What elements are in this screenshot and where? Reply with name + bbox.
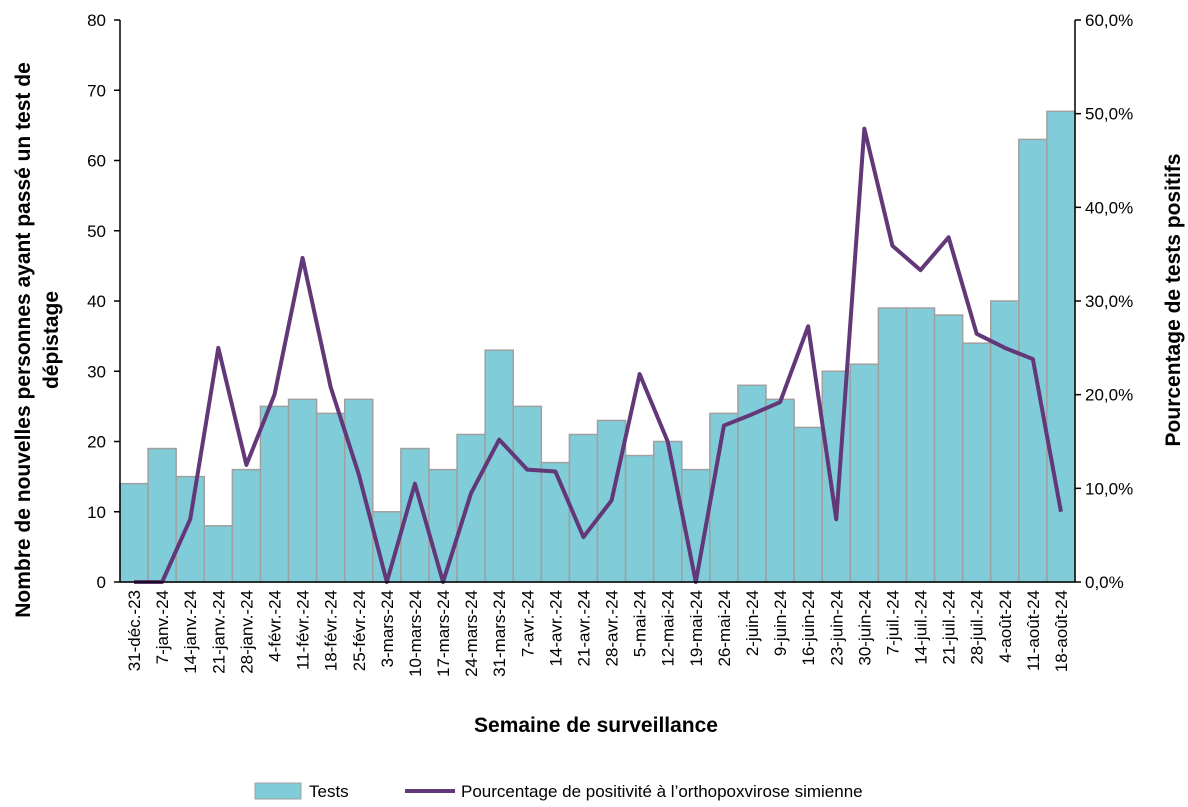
y2-tick-label: 20,0%	[1085, 386, 1133, 405]
x-tick-label: 2-juin-24	[743, 590, 762, 656]
x-tick-label: 25-févr.-24	[350, 590, 369, 671]
y2-tick-label: 0,0%	[1085, 573, 1124, 592]
x-tick-label: 17-mars-24	[434, 590, 453, 677]
y-axis-title: Nombre de nouvelles personnes ayant pass…	[12, 62, 35, 618]
x-tick-label: 23-juin-24	[827, 590, 846, 666]
x-tick-label: 11-févr.-24	[294, 590, 313, 670]
x-tick-label: 28-janv.-24	[237, 590, 256, 674]
y2-tick-label: 10,0%	[1085, 479, 1133, 498]
y2-tick-label: 60,0%	[1085, 11, 1133, 30]
bar	[287, 398, 318, 583]
x-tick-label: 4-août-24	[996, 590, 1015, 663]
bar	[343, 398, 374, 583]
bar	[849, 363, 880, 583]
bar	[793, 426, 823, 583]
y2-tick-label: 30,0%	[1085, 292, 1133, 311]
line-series	[134, 126, 1063, 584]
x-tick-label: 28-avr.-24	[603, 590, 622, 667]
bar	[484, 349, 514, 583]
y-tick-label: 40	[87, 292, 106, 311]
x-tick-label: 24-mars-24	[462, 590, 481, 677]
x-axis-title: Semaine de surveillance	[474, 714, 718, 737]
bar	[877, 307, 908, 583]
x-tick-label: 21-janv.-24	[209, 590, 228, 674]
x-tick-label: 31-déc.-23	[125, 590, 144, 671]
legend-label: Tests	[309, 782, 349, 801]
x-tick-label: 11-août-24	[1024, 590, 1043, 671]
x-tick-label: 18-août-24	[1052, 590, 1071, 672]
legend-label: Pourcentage de positivité à l’orthopoxvi…	[461, 782, 863, 801]
bar	[259, 405, 290, 583]
y-tick-label: 80	[87, 11, 106, 30]
bar	[175, 475, 206, 583]
x-tick-label: 18-févr.-24	[322, 590, 341, 671]
legend-swatch	[254, 782, 302, 800]
x-tick-label: 14-avr.-24	[546, 590, 565, 667]
bar	[203, 525, 234, 583]
y2-tick-label: 40,0%	[1085, 198, 1133, 217]
x-tick-label: 4-févr.-24	[265, 590, 284, 662]
y-tick-label: 70	[87, 81, 106, 100]
x-tick-label: 5-mai-24	[631, 590, 650, 657]
bar	[709, 412, 739, 583]
x-tick-label: 21-avr.-24	[574, 590, 593, 667]
y2-axis-title: Pourcentage de tests positifs	[1162, 154, 1185, 447]
y-tick-label: 60	[87, 152, 106, 171]
y-tick-label: 20	[87, 433, 106, 452]
x-tick-label: 30-juin-24	[855, 590, 874, 666]
bar	[315, 412, 346, 583]
x-tick-label: 7-juil.-24	[883, 590, 902, 655]
x-tick-label: 14-janv.-24	[181, 590, 200, 674]
bar	[512, 405, 543, 583]
x-tick-label: 31-mars-24	[490, 590, 509, 677]
x-tick-label: 7-janv.-24	[153, 590, 172, 664]
bar	[231, 468, 262, 583]
x-tick-label: 9-juin-24	[771, 590, 790, 656]
bar	[456, 433, 486, 583]
bar	[624, 454, 655, 583]
x-tick-label: 3-mars-24	[378, 590, 397, 667]
bar	[428, 468, 458, 583]
x-tick-label: 19-mai-24	[687, 590, 706, 667]
bar	[568, 433, 599, 583]
x-tick-label: 26-mai-24	[715, 590, 734, 667]
y2-tick-label: 50,0%	[1085, 105, 1133, 124]
y-tick-label: 50	[87, 222, 106, 241]
bar	[933, 314, 964, 583]
x-tick-label: 16-juin-24	[799, 590, 818, 666]
y-tick-label: 10	[87, 503, 106, 522]
x-tick-label: 10-mars-24	[406, 590, 425, 677]
bar	[119, 482, 149, 583]
y-tick-label: 0	[97, 573, 106, 592]
bar	[765, 398, 795, 583]
y-axis-title: dépistage	[40, 291, 63, 389]
bar	[147, 447, 177, 583]
bar	[961, 342, 992, 583]
y-tick-label: 30	[87, 362, 106, 381]
x-tick-label: 14-juil.-24	[912, 590, 931, 665]
bar	[905, 307, 936, 583]
x-tick-label: 12-mai-24	[659, 590, 678, 667]
bar	[652, 440, 683, 583]
x-tick-label: 7-avr.-24	[518, 590, 537, 657]
bar	[540, 461, 571, 583]
x-tick-label: 21-juil.-24	[940, 590, 959, 665]
x-tick-label: 28-juil.-24	[968, 590, 987, 665]
